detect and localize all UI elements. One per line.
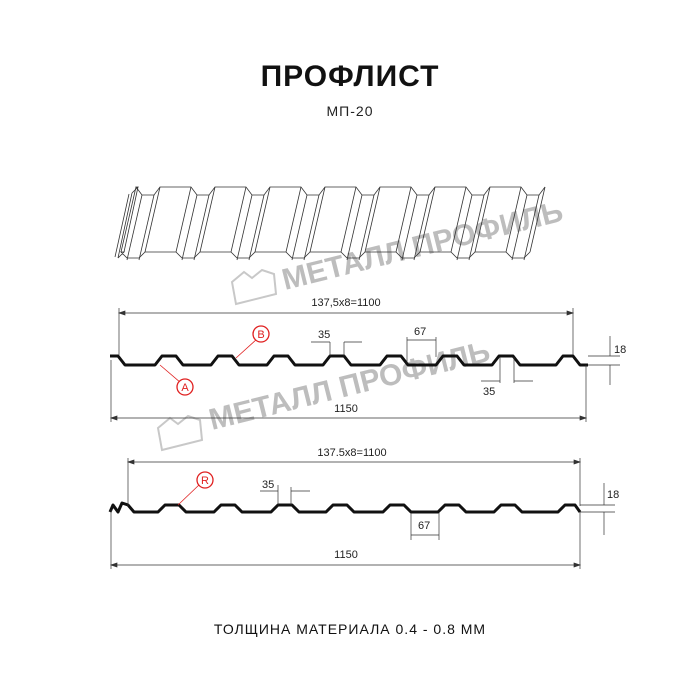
sheet-rib-line — [236, 194, 253, 261]
watermark-2: МЕТАЛЛ ПРОФИЛЬ — [156, 335, 494, 452]
dim-pitch-1: 67 — [414, 326, 426, 338]
sheet-rib-line — [358, 194, 375, 261]
watermark-logo-icon — [156, 414, 204, 452]
sheet-rib-line — [364, 186, 381, 253]
sheet-rib-line — [340, 186, 357, 253]
sheet-rib-line — [193, 194, 210, 261]
dim-height-2: 18 — [607, 489, 619, 501]
sheet-rib-line — [230, 186, 247, 253]
sheet-rib-line — [309, 186, 326, 253]
dimension-width-top-2 — [126, 458, 582, 506]
dimension-pitch-1 — [406, 337, 437, 363]
dim-overall-top-2: 137.5x8=1100 — [317, 447, 386, 459]
sheet-rib-line — [511, 194, 528, 261]
sheet-rib-line — [114, 193, 130, 258]
page-subtitle: МП-20 — [326, 103, 374, 119]
dimension-width-bottom-2 — [109, 510, 582, 569]
dim-top-flat-2: 35 — [262, 479, 274, 491]
dimension-bottom-flat-1 — [481, 357, 533, 383]
svg-text:B: B — [257, 329, 264, 341]
sheet-rib-line — [456, 194, 473, 261]
sheet-rib-line — [529, 186, 546, 253]
profile-1: 137,5x8=1100 1150 35 67 35 18 A — [109, 297, 626, 422]
sheet-3d-view — [114, 186, 546, 261]
sheet-rib-line — [120, 186, 137, 253]
dim-top-flat-1: 35 — [318, 329, 330, 341]
dim-bottom-flat-1: 35 — [483, 386, 495, 398]
dim-overall-top-1: 137,5x8=1100 — [311, 297, 380, 309]
watermark-text: МЕТАЛЛ ПРОФИЛЬ — [206, 335, 494, 437]
dimension-pitch-2 — [410, 513, 440, 540]
dim-height-1: 18 — [614, 344, 626, 356]
sheet-rib-line — [181, 194, 198, 261]
sheet-rib-line — [126, 194, 143, 261]
sheet-rib-line — [117, 192, 133, 259]
svg-text:A: A — [181, 382, 189, 394]
profile-1-line — [110, 354, 588, 367]
dim-overall-bottom-2: 1150 — [334, 549, 358, 561]
dim-pitch-2: 67 — [418, 520, 430, 532]
sheet-rib-line — [138, 194, 155, 261]
sheet-rib-line — [117, 251, 531, 259]
sheet-rib-line — [175, 186, 192, 253]
sheet-rib-line — [450, 186, 467, 253]
sheet-rib-line — [291, 194, 308, 261]
sheet-rib-line — [254, 186, 271, 253]
sheet-rib-line — [413, 194, 430, 261]
dim-overall-bottom-1: 1150 — [334, 403, 358, 415]
marker-r: R — [177, 471, 214, 506]
profile-2-line — [108, 501, 582, 514]
sheet-rib-line — [144, 186, 161, 253]
dimension-top-flat-1 — [311, 341, 362, 356]
sheet-rib-line — [395, 186, 412, 253]
material-thickness: ТОЛЩИНА МАТЕРИАЛА 0.4 - 0.8 ММ — [213, 621, 487, 637]
dimension-height-1 — [588, 336, 620, 385]
sheet-rib-line — [131, 186, 546, 196]
sheet-rib-line — [199, 186, 216, 253]
sheet-rib-line — [505, 186, 522, 253]
sheet-rib-line — [419, 186, 436, 253]
dimension-width-top-1 — [117, 308, 575, 355]
sheet-rib-line — [468, 194, 485, 261]
sheet-rib-line — [303, 194, 320, 261]
profile-2: 137.5x8=1100 1150 35 67 18 R — [108, 447, 619, 569]
sheet-rib-line — [401, 194, 418, 261]
sheet-rib-line — [248, 194, 265, 261]
svg-text:R: R — [201, 475, 209, 487]
dimension-top-flat-2 — [260, 485, 310, 505]
marker-a: A — [159, 364, 194, 396]
dimension-height-2 — [580, 483, 615, 535]
sheet-rib-line — [474, 186, 491, 253]
dimension-width-bottom-1 — [109, 360, 588, 422]
watermark-1: МЕТАЛЛ ПРОФИЛЬ — [230, 195, 566, 306]
watermark-logo-icon — [230, 268, 278, 306]
sheet-rib-line — [285, 186, 302, 253]
marker-b: B — [235, 325, 270, 359]
sheet-rib-line — [346, 194, 363, 261]
sheet-rib-line — [123, 186, 139, 253]
sheet-rib-line — [523, 194, 540, 261]
page-title: ПРОФЛИСТ — [260, 60, 440, 93]
